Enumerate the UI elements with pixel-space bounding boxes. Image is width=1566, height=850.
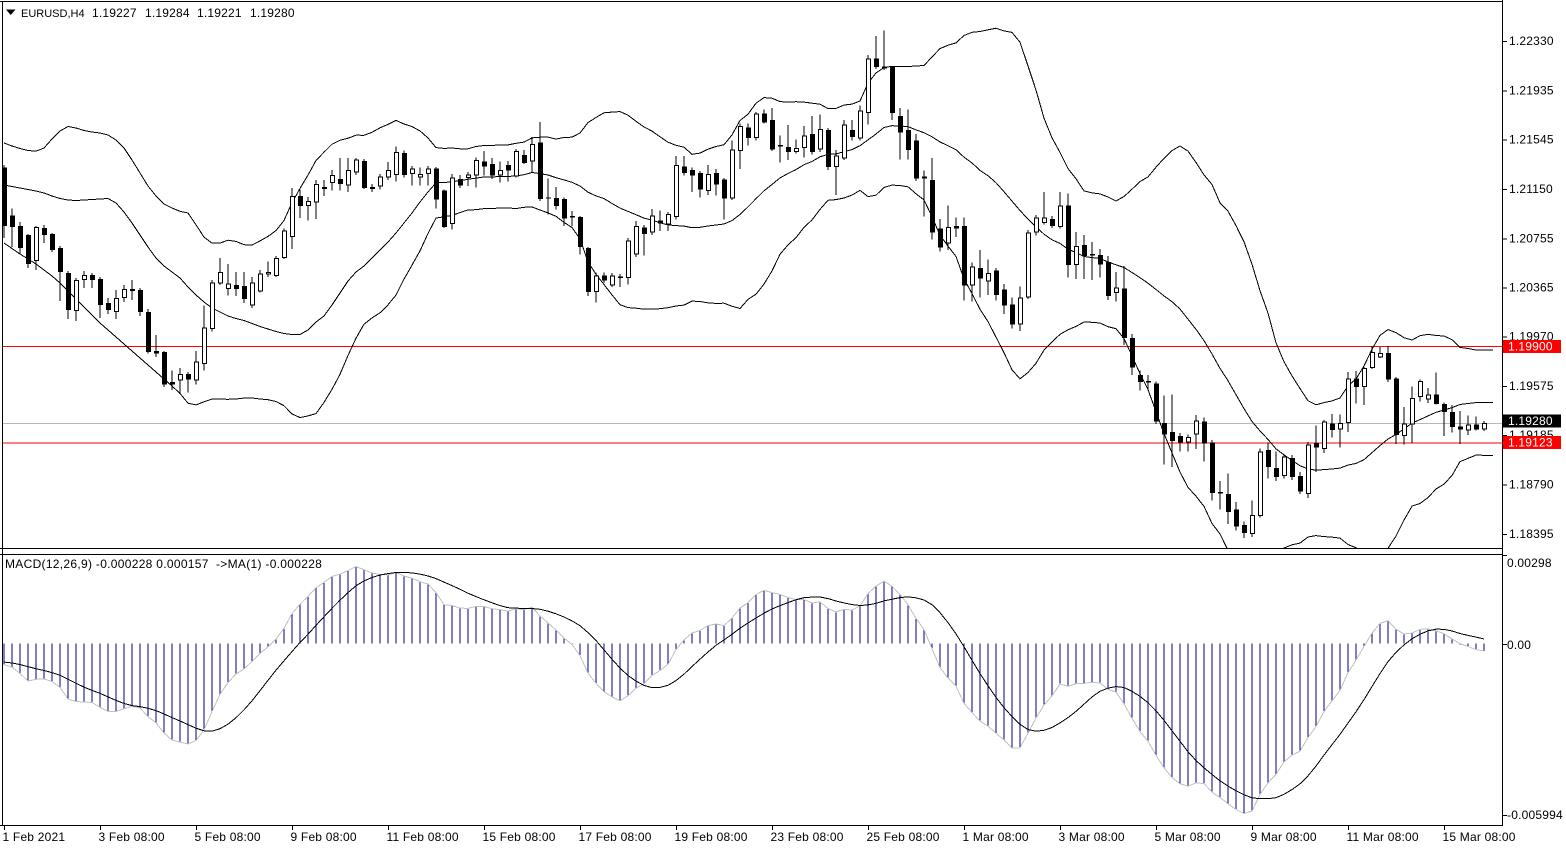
svg-text:9 Feb 08:00: 9 Feb 08:00 — [291, 830, 357, 844]
svg-text:1.19280: 1.19280 — [1508, 414, 1553, 428]
svg-text:1 Feb 2021: 1 Feb 2021 — [3, 830, 66, 844]
svg-text:15 Mar 08:00: 15 Mar 08:00 — [1443, 830, 1516, 844]
svg-text:23 Feb 08:00: 23 Feb 08:00 — [771, 830, 844, 844]
svg-text:1.19221: 1.19221 — [197, 6, 242, 20]
svg-text:5 Feb 08:00: 5 Feb 08:00 — [195, 830, 261, 844]
svg-text:5 Mar 08:00: 5 Mar 08:00 — [1155, 830, 1221, 844]
svg-text:1.21545: 1.21545 — [1509, 133, 1554, 147]
svg-text:MACD(12,26,9) -0.000228 0.0001: MACD(12,26,9) -0.000228 0.000157 ->MA(1)… — [5, 557, 322, 571]
svg-text:1.21935: 1.21935 — [1509, 84, 1554, 98]
svg-text:1.19123: 1.19123 — [1508, 435, 1553, 449]
svg-text:0.00298: 0.00298 — [1507, 556, 1552, 570]
svg-text:3 Feb 08:00: 3 Feb 08:00 — [99, 830, 165, 844]
svg-text:1.19900: 1.19900 — [1508, 339, 1553, 353]
svg-text:1.19575: 1.19575 — [1509, 379, 1554, 393]
svg-text:1.21150: 1.21150 — [1509, 182, 1553, 196]
svg-text:15 Feb 08:00: 15 Feb 08:00 — [483, 830, 556, 844]
svg-text:-0.005994: -0.005994 — [1507, 808, 1563, 822]
svg-text:11 Mar 08:00: 11 Mar 08:00 — [1347, 830, 1419, 844]
svg-text:1 Mar 08:00: 1 Mar 08:00 — [963, 830, 1029, 844]
svg-text:17 Feb 08:00: 17 Feb 08:00 — [579, 830, 652, 844]
svg-text:9 Mar 08:00: 9 Mar 08:00 — [1251, 830, 1317, 844]
svg-text:11 Feb 08:00: 11 Feb 08:00 — [387, 830, 459, 844]
svg-text:1.18395: 1.18395 — [1509, 527, 1554, 541]
svg-text:1.20365: 1.20365 — [1509, 280, 1554, 294]
svg-text:1.18790: 1.18790 — [1509, 478, 1554, 492]
svg-text:25 Feb 08:00: 25 Feb 08:00 — [867, 830, 940, 844]
svg-text:0.00: 0.00 — [1507, 638, 1531, 652]
svg-text:1.19284: 1.19284 — [145, 6, 190, 20]
svg-text:1.20755: 1.20755 — [1509, 231, 1554, 245]
svg-text:19 Feb 08:00: 19 Feb 08:00 — [675, 830, 748, 844]
svg-text:1.19227: 1.19227 — [92, 6, 137, 20]
svg-text:1.22330: 1.22330 — [1509, 34, 1554, 48]
svg-text:1.19280: 1.19280 — [250, 6, 295, 20]
svg-text:3 Mar 08:00: 3 Mar 08:00 — [1059, 830, 1125, 844]
svg-text:EURUSD,H4: EURUSD,H4 — [21, 8, 85, 20]
